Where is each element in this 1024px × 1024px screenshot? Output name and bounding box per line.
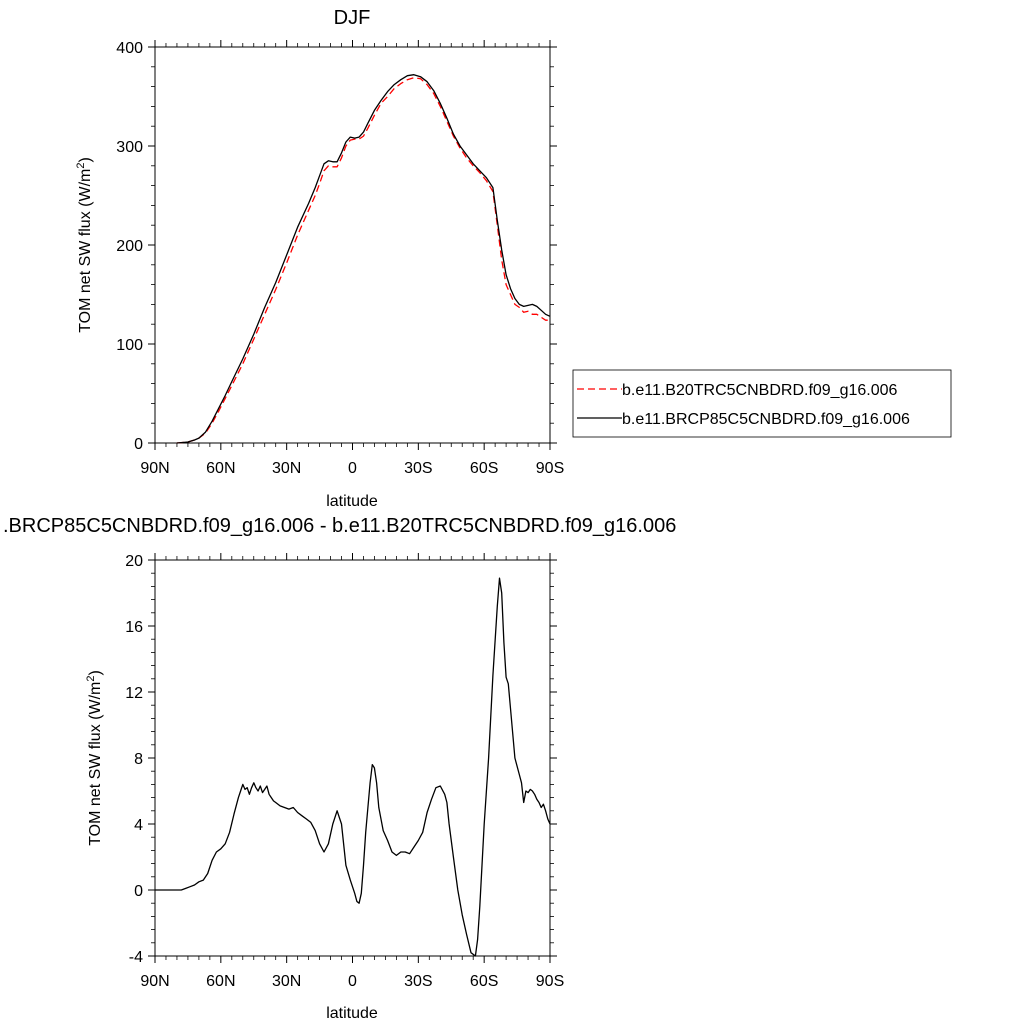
top-x-tick-label: 90S [536,460,564,477]
bottom-x-tick-label: 60S [470,973,498,990]
bottom-series-line-1 [155,577,551,957]
top-series-lines [176,74,551,444]
bottom-x-tick-label: 90N [140,973,169,990]
bottom-y-axis-ticks: -4 0 4 8 12 16 20 [125,553,557,966]
top-x-tick-label: 30N [272,460,301,477]
bottom-plot-frame [154,559,551,957]
bottom-series-lines [155,577,551,957]
top-series-line-1 [176,77,550,444]
top-plot-frame [154,46,551,444]
bottom-chart: .BRCP85C5CNBDRD.f09_g16.006 - b.e11.B20T… [3,515,676,1022]
top-y-tick-label: 400 [116,40,143,57]
bottom-y-tick-label: 0 [134,883,143,900]
top-x-tick-label: 90N [140,460,169,477]
top-chart-title: DJF [334,7,371,29]
top-chart-legend: b.e11.B20TRC5CNBDRD.f09_g16.006 b.e11.BR… [572,369,952,438]
top-x-axis-ticks: 90N 60N 30N 0 30S 60S 90S [140,40,564,477]
bottom-y-tick-label: 12 [125,685,143,702]
top-y-axis-label: TOM net SW flux (W/m2) [75,157,94,333]
bottom-y-tick-label: 20 [125,553,143,570]
top-y-tick-label: 0 [134,436,143,453]
bottom-x-tick-label: 90S [536,973,564,990]
legend-box [572,369,952,438]
bottom-y-tick-label: 4 [134,817,143,834]
bottom-y-tick-label: 16 [125,619,143,636]
bottom-x-axis-label: latitude [326,1005,378,1022]
legend-label-series-2: b.e11.BRCP85C5CNBDRD.f09_g16.006 [622,411,910,428]
bottom-x-axis-ticks: 90N 60N 30N 0 30S 60S 90S [140,553,564,990]
top-y-axis-ticks: 0 100 200 300 400 [116,40,557,453]
top-y-tick-label: 200 [116,238,143,255]
bottom-x-tick-label: 30N [272,973,301,990]
bottom-chart-title: .BRCP85C5CNBDRD.f09_g16.006 - b.e11.B20T… [3,515,676,537]
legend-label-series-1: b.e11.B20TRC5CNBDRD.f09_g16.006 [622,382,898,399]
top-x-tick-label: 30S [404,460,432,477]
bottom-x-tick-label: 0 [348,973,357,990]
top-x-tick-label: 0 [348,460,357,477]
bottom-x-tick-label: 30S [404,973,432,990]
top-x-tick-label: 60N [206,460,235,477]
top-x-tick-label: 60S [470,460,498,477]
top-series-line-2 [176,74,551,444]
bottom-x-tick-label: 60N [206,973,235,990]
top-y-tick-label: 300 [116,139,143,156]
bottom-y-tick-label: -4 [129,949,143,966]
top-y-tick-label: 100 [116,337,143,354]
top-x-axis-label: latitude [326,493,378,510]
bottom-y-tick-label: 8 [134,751,143,768]
top-chart: DJF 0 100 200 300 400 90N 60N 30N 0 30S 60S 90S la… [75,7,952,510]
bottom-y-axis-label: TOM net SW flux (W/m2) [85,670,104,846]
